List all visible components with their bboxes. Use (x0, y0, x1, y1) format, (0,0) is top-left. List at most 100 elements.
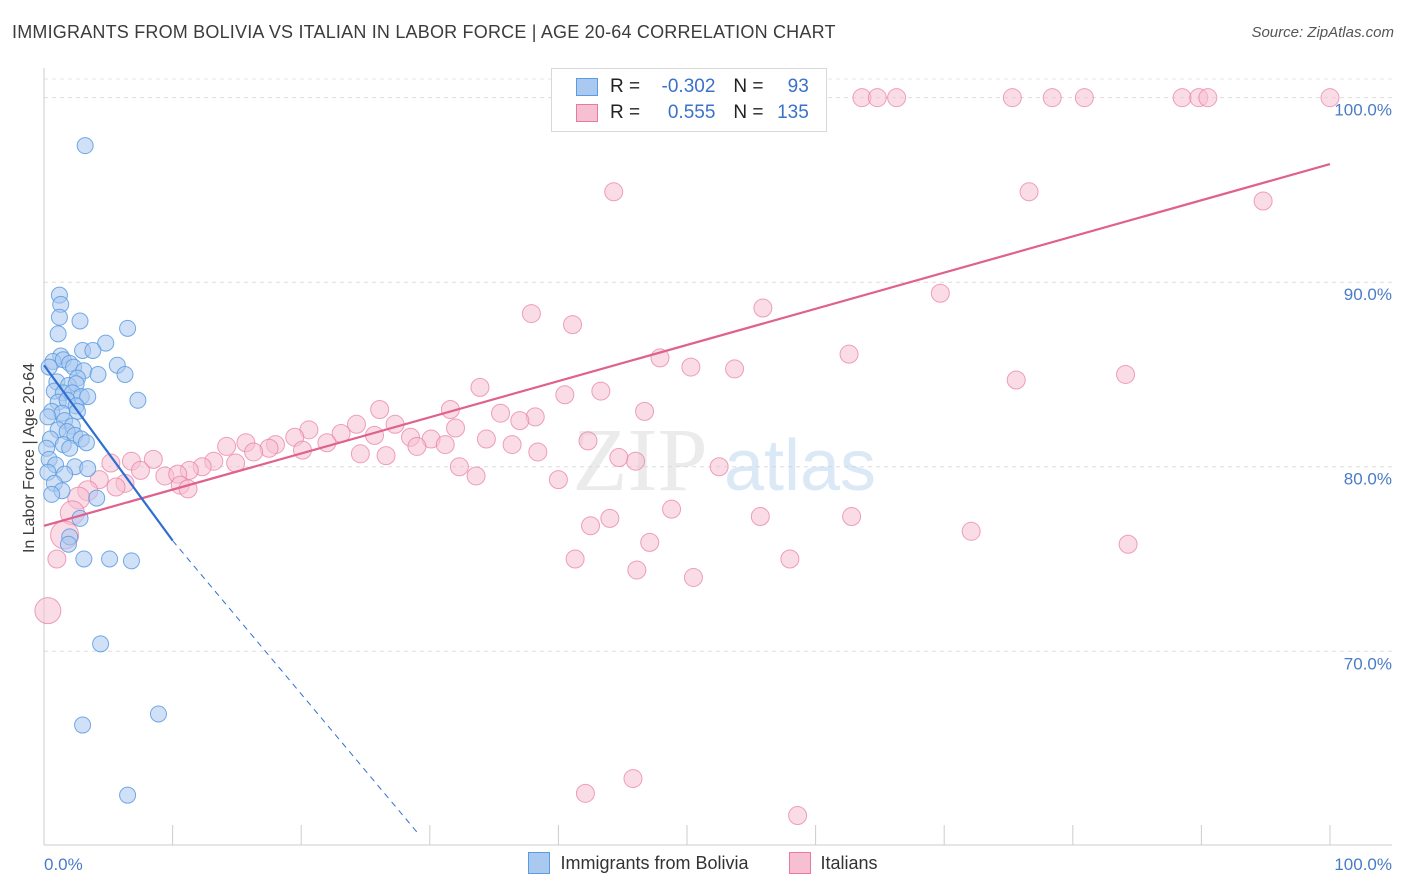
bolivia-legend-swatch (528, 852, 551, 874)
italians-point (244, 442, 264, 462)
italians-point (725, 359, 745, 379)
italians-point (470, 377, 490, 397)
italians-point (681, 357, 701, 377)
italians-swatch (576, 104, 598, 122)
italians-point (563, 315, 583, 335)
source-label: Source: ZipAtlas.com (1251, 24, 1394, 41)
bolivia-point (74, 716, 92, 734)
italians-point (528, 442, 548, 462)
bolivia-point (39, 408, 57, 426)
italians-point (1042, 88, 1062, 108)
italians-point (292, 440, 312, 460)
n-value-italians: 135 (777, 102, 809, 123)
italians-point (350, 444, 370, 464)
italians-point (1116, 364, 1136, 384)
italians-point (466, 466, 486, 486)
bolivia-point (89, 365, 107, 383)
bolivia-point (101, 550, 119, 568)
r-value-bolivia: -0.302 (661, 76, 716, 97)
bolivia-point (84, 341, 102, 359)
bolivia-trend-line (43, 364, 174, 542)
stats-row-italians: R = 0.555 N = 135 (576, 101, 809, 125)
n-value-bolivia: 93 (787, 76, 809, 97)
italians-point (1320, 88, 1340, 108)
bolivia-point (116, 365, 134, 383)
italians-point (476, 429, 496, 449)
italians-point (1253, 191, 1273, 211)
italians-point (627, 560, 647, 580)
bolivia-point (79, 388, 97, 406)
italians-point (750, 507, 770, 527)
italians-point (839, 344, 859, 364)
bolivia-point (97, 334, 115, 352)
italians-point (548, 470, 568, 490)
italians-point (1074, 88, 1094, 108)
italians-point (1002, 88, 1022, 108)
bolivia-point (40, 358, 58, 376)
italians-point (604, 182, 624, 202)
italians-point (446, 418, 466, 438)
italians-point (930, 283, 950, 303)
bolivia-point (43, 485, 61, 503)
x-tick-label-max: 100.0% (1334, 855, 1392, 874)
y-tick-label: 80.0% (1344, 470, 1392, 489)
italians-points (34, 88, 1340, 825)
italians-point (130, 460, 150, 480)
y-tick-label: 90.0% (1344, 285, 1392, 304)
series-legend: Immigrants from Bolivia Italians (0, 852, 1406, 874)
italians-point (581, 516, 601, 536)
stats-legend: R = -0.302 N = 93 R = 0.555 N = 135 (551, 68, 827, 132)
italians-point (346, 414, 366, 434)
italians-point (635, 401, 655, 421)
y-tick-label: 70.0% (1344, 654, 1392, 673)
italians-point (34, 597, 62, 625)
italians-point (683, 567, 703, 587)
legend-item-bolivia[interactable]: Immigrants from Bolivia (528, 852, 749, 874)
italians-point (623, 769, 643, 789)
bolivia-trend-extension (172, 540, 418, 833)
italians-point (106, 477, 126, 497)
r-label: R = (610, 76, 641, 97)
italians-point (555, 385, 575, 405)
n-label: N = (733, 76, 764, 97)
bolivia-point (79, 460, 97, 478)
italians-point (575, 783, 595, 803)
italians-point (842, 507, 862, 527)
bolivia-point (149, 705, 167, 723)
watermark-atlas: atlas (724, 426, 876, 506)
bolivia-point (61, 439, 79, 457)
bolivia-point (77, 434, 95, 452)
italians-point (753, 298, 773, 318)
bolivia-point (76, 137, 94, 155)
trend-lines (43, 163, 1331, 833)
italians-point (491, 403, 511, 423)
n-label: N = (733, 102, 764, 123)
italians-point (143, 449, 163, 469)
legend-item-italians[interactable]: Italians (788, 852, 878, 874)
y-tick-label: 100.0% (1334, 101, 1392, 120)
italians-point (510, 411, 530, 431)
gridlines (44, 78, 1392, 652)
italians-point (502, 435, 522, 455)
italians-point (867, 88, 887, 108)
bolivia-point (129, 391, 147, 409)
italians-point (376, 446, 396, 466)
italians-point (449, 457, 469, 477)
italians-point (578, 431, 598, 451)
italians-point (780, 549, 800, 569)
bolivia-point (119, 786, 137, 804)
italians-point (1019, 182, 1039, 202)
bolivia-point (71, 509, 89, 527)
italians-point (101, 453, 121, 473)
italians-point (961, 521, 981, 541)
bolivia-point (92, 635, 110, 653)
r-value-italians: 0.555 (667, 102, 716, 123)
bolivia-points (38, 137, 167, 804)
r-label: R = (610, 102, 641, 123)
italians-point (1172, 88, 1192, 108)
italians-point (370, 400, 390, 420)
italians-trend-line (43, 163, 1331, 527)
stats-row-bolivia: R = -0.302 N = 93 (576, 75, 809, 99)
italians-point (609, 448, 629, 467)
